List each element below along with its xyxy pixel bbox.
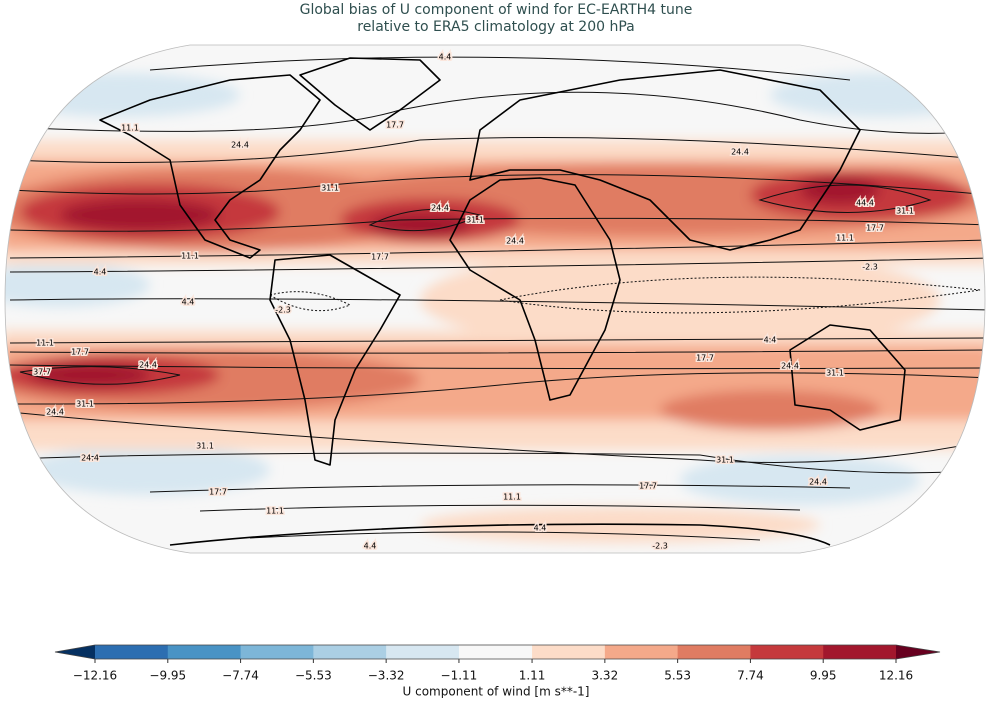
colorbar-under	[55, 645, 95, 659]
contour-label: 11.1	[36, 339, 54, 348]
contour-label: 11.1	[181, 252, 199, 261]
contour-label: 17.7	[696, 354, 714, 363]
map-frame	[4, 44, 986, 554]
contour-label: 11.1	[121, 124, 139, 133]
contour-label: 11.1	[266, 507, 284, 516]
contour-label: 24.4	[731, 148, 749, 157]
colorbar-tick-label: 3.32	[591, 669, 618, 683]
contours	[9, 56, 985, 541]
contour-label: 17.7	[639, 482, 657, 491]
contour-label: 17.7	[386, 121, 404, 130]
contour-label: 31.1	[826, 369, 844, 378]
contour-label: 4.4	[439, 53, 452, 62]
colorbar: −12.16 −9.95 −7.74 −5.53 −3.32 −1.11 1.11 3.32 5…	[54, 644, 941, 683]
colorbar-band	[532, 645, 606, 659]
contour-label: 11.1	[503, 493, 521, 502]
map: 4.4 11.1 17.7 24.4 31.1 24.4 44.4 31.1 17.7 11.1 2…	[5, 45, 985, 553]
contour-label: 4.4	[182, 298, 195, 307]
contour-label: -2.3	[862, 263, 878, 272]
contour-label: -2.3	[652, 542, 668, 551]
colorbar-band	[604, 645, 679, 659]
contour-label: -2.3	[275, 306, 291, 315]
contour-label: 24.4	[431, 204, 449, 213]
contour-label: 4.4	[764, 336, 777, 345]
contour-label: 44.4	[856, 199, 874, 208]
contour-label: 31.1	[196, 442, 214, 451]
colorbar-label: U component of wind [m s**-1]	[403, 685, 590, 699]
contour-label: 31.1	[896, 207, 914, 216]
colorbar-band	[167, 645, 242, 659]
colorbar-tick-label: −5.53	[295, 669, 332, 683]
contour-label: 4.4	[94, 268, 107, 277]
contour-label: 37.7	[33, 368, 51, 377]
colorbar-tick-label: −12.16	[73, 669, 117, 683]
colorbar-band	[823, 645, 897, 659]
coastlines	[99, 57, 906, 546]
colorbar-band	[458, 645, 533, 659]
title-line: Global bias of U component of wind for E…	[300, 2, 693, 18]
colorbar-tick-label: −9.95	[149, 669, 186, 683]
colorbar-band	[95, 645, 169, 659]
colorbar-band	[386, 645, 460, 659]
colorbar-tick-label: 9.95	[810, 669, 837, 683]
colorbar-tick-label: −3.32	[368, 669, 405, 683]
colorbar-band	[677, 645, 751, 659]
title-line: relative to ERA5 climatology at 200 hPa	[357, 19, 634, 35]
colorbar-band	[313, 645, 387, 659]
contour-label: 17.7	[71, 348, 89, 357]
contour-label: 24.4	[46, 408, 64, 417]
colorbar-tick-label: −1.11	[441, 669, 478, 683]
contour-label: 24.4	[809, 478, 827, 487]
contour-label: 31.1	[466, 216, 484, 225]
colorbar-tick-label: 5.53	[664, 669, 691, 683]
colorbar-tick-label: 7.74	[737, 669, 764, 683]
contour-label: 24.4	[781, 362, 799, 371]
colorbar-tick-label: 12.16	[879, 669, 913, 683]
contour-label: 24.4	[506, 237, 524, 246]
colorbar-tick-label: 1.11	[519, 669, 546, 683]
contour-label: 31.1	[716, 456, 734, 465]
contour-labels: 4.4 11.1 17.7 24.4 31.1 24.4 44.4 31.1 17.7 11.1 2…	[32, 51, 916, 552]
contour-label: 17.7	[371, 253, 389, 262]
contour-label: 11.1	[836, 234, 854, 243]
colorbar-tick-label: −7.74	[222, 669, 259, 683]
colorbar-over	[896, 645, 940, 659]
contour-label: 24.4	[231, 141, 249, 150]
colorbar-band	[750, 645, 824, 659]
contour-label: 24.4	[81, 454, 99, 463]
contour-label: 31.1	[76, 400, 94, 409]
contour-label: 17.7	[866, 224, 884, 233]
bias-field	[5, 73, 985, 543]
contour-label: 4.4	[534, 524, 547, 533]
colorbar-band	[240, 645, 314, 659]
contour-label: 31.1	[321, 184, 339, 193]
contour-label: 24.4	[139, 361, 157, 370]
contour-label: 4.4	[364, 542, 377, 551]
contour-label: 17.7	[209, 488, 227, 497]
